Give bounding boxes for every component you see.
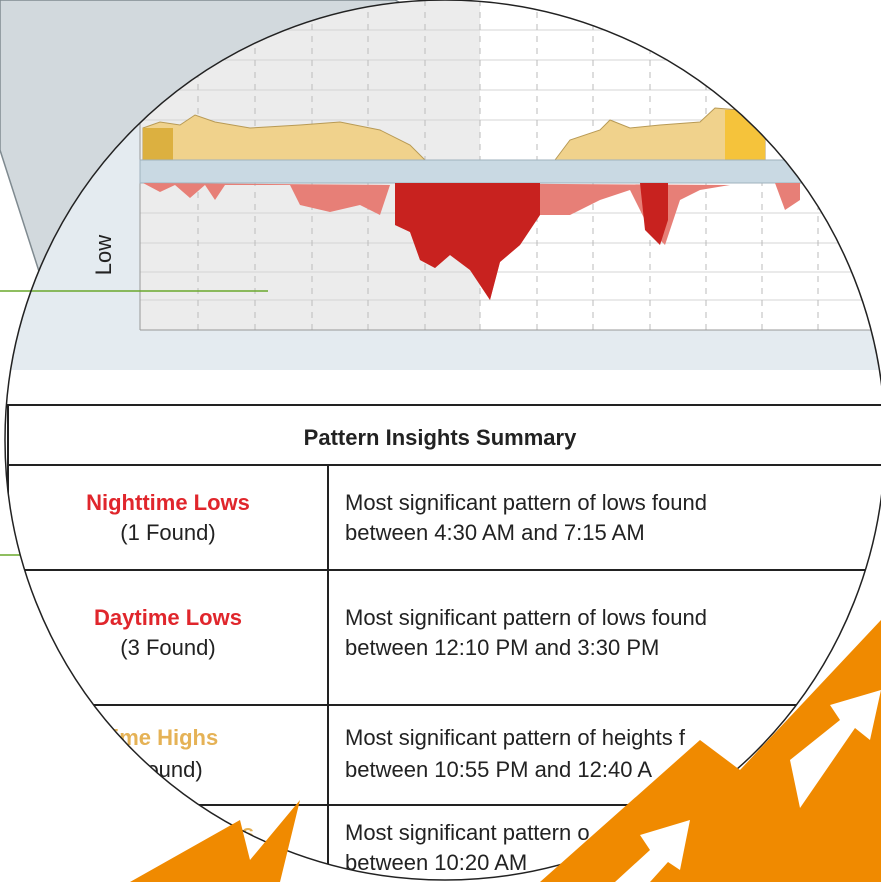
row-text: between 10:55 PM and 12:40 A	[345, 757, 652, 782]
table-title: Pattern Insights Summary	[304, 425, 577, 450]
row-text: Most significant pattern of lows found	[345, 605, 707, 630]
axis-label: Low	[91, 235, 116, 275]
row-label: Daytime Lows	[94, 605, 242, 630]
row-text: between 4:30 AM and 7:15 AM	[345, 520, 645, 545]
row-count: (1 Found)	[120, 520, 215, 545]
row-count: (3 Found)	[120, 635, 215, 660]
illustration: Low Pattern Insights Summary Nighttime L…	[0, 0, 881, 882]
target-band	[140, 160, 881, 183]
row-text: Most significant pattern of lows found	[345, 490, 707, 515]
high-area	[143, 128, 173, 160]
row-text: Most significant pattern o	[345, 820, 590, 845]
row-text: between 12:10 PM and 3:30 PM	[345, 635, 659, 660]
row-text: Most significant pattern of heights f	[345, 725, 686, 750]
row-text: between 10:20 AM	[345, 850, 527, 875]
row-label: httime Highs	[85, 725, 218, 750]
row-label: Nighttime Lows	[86, 490, 250, 515]
